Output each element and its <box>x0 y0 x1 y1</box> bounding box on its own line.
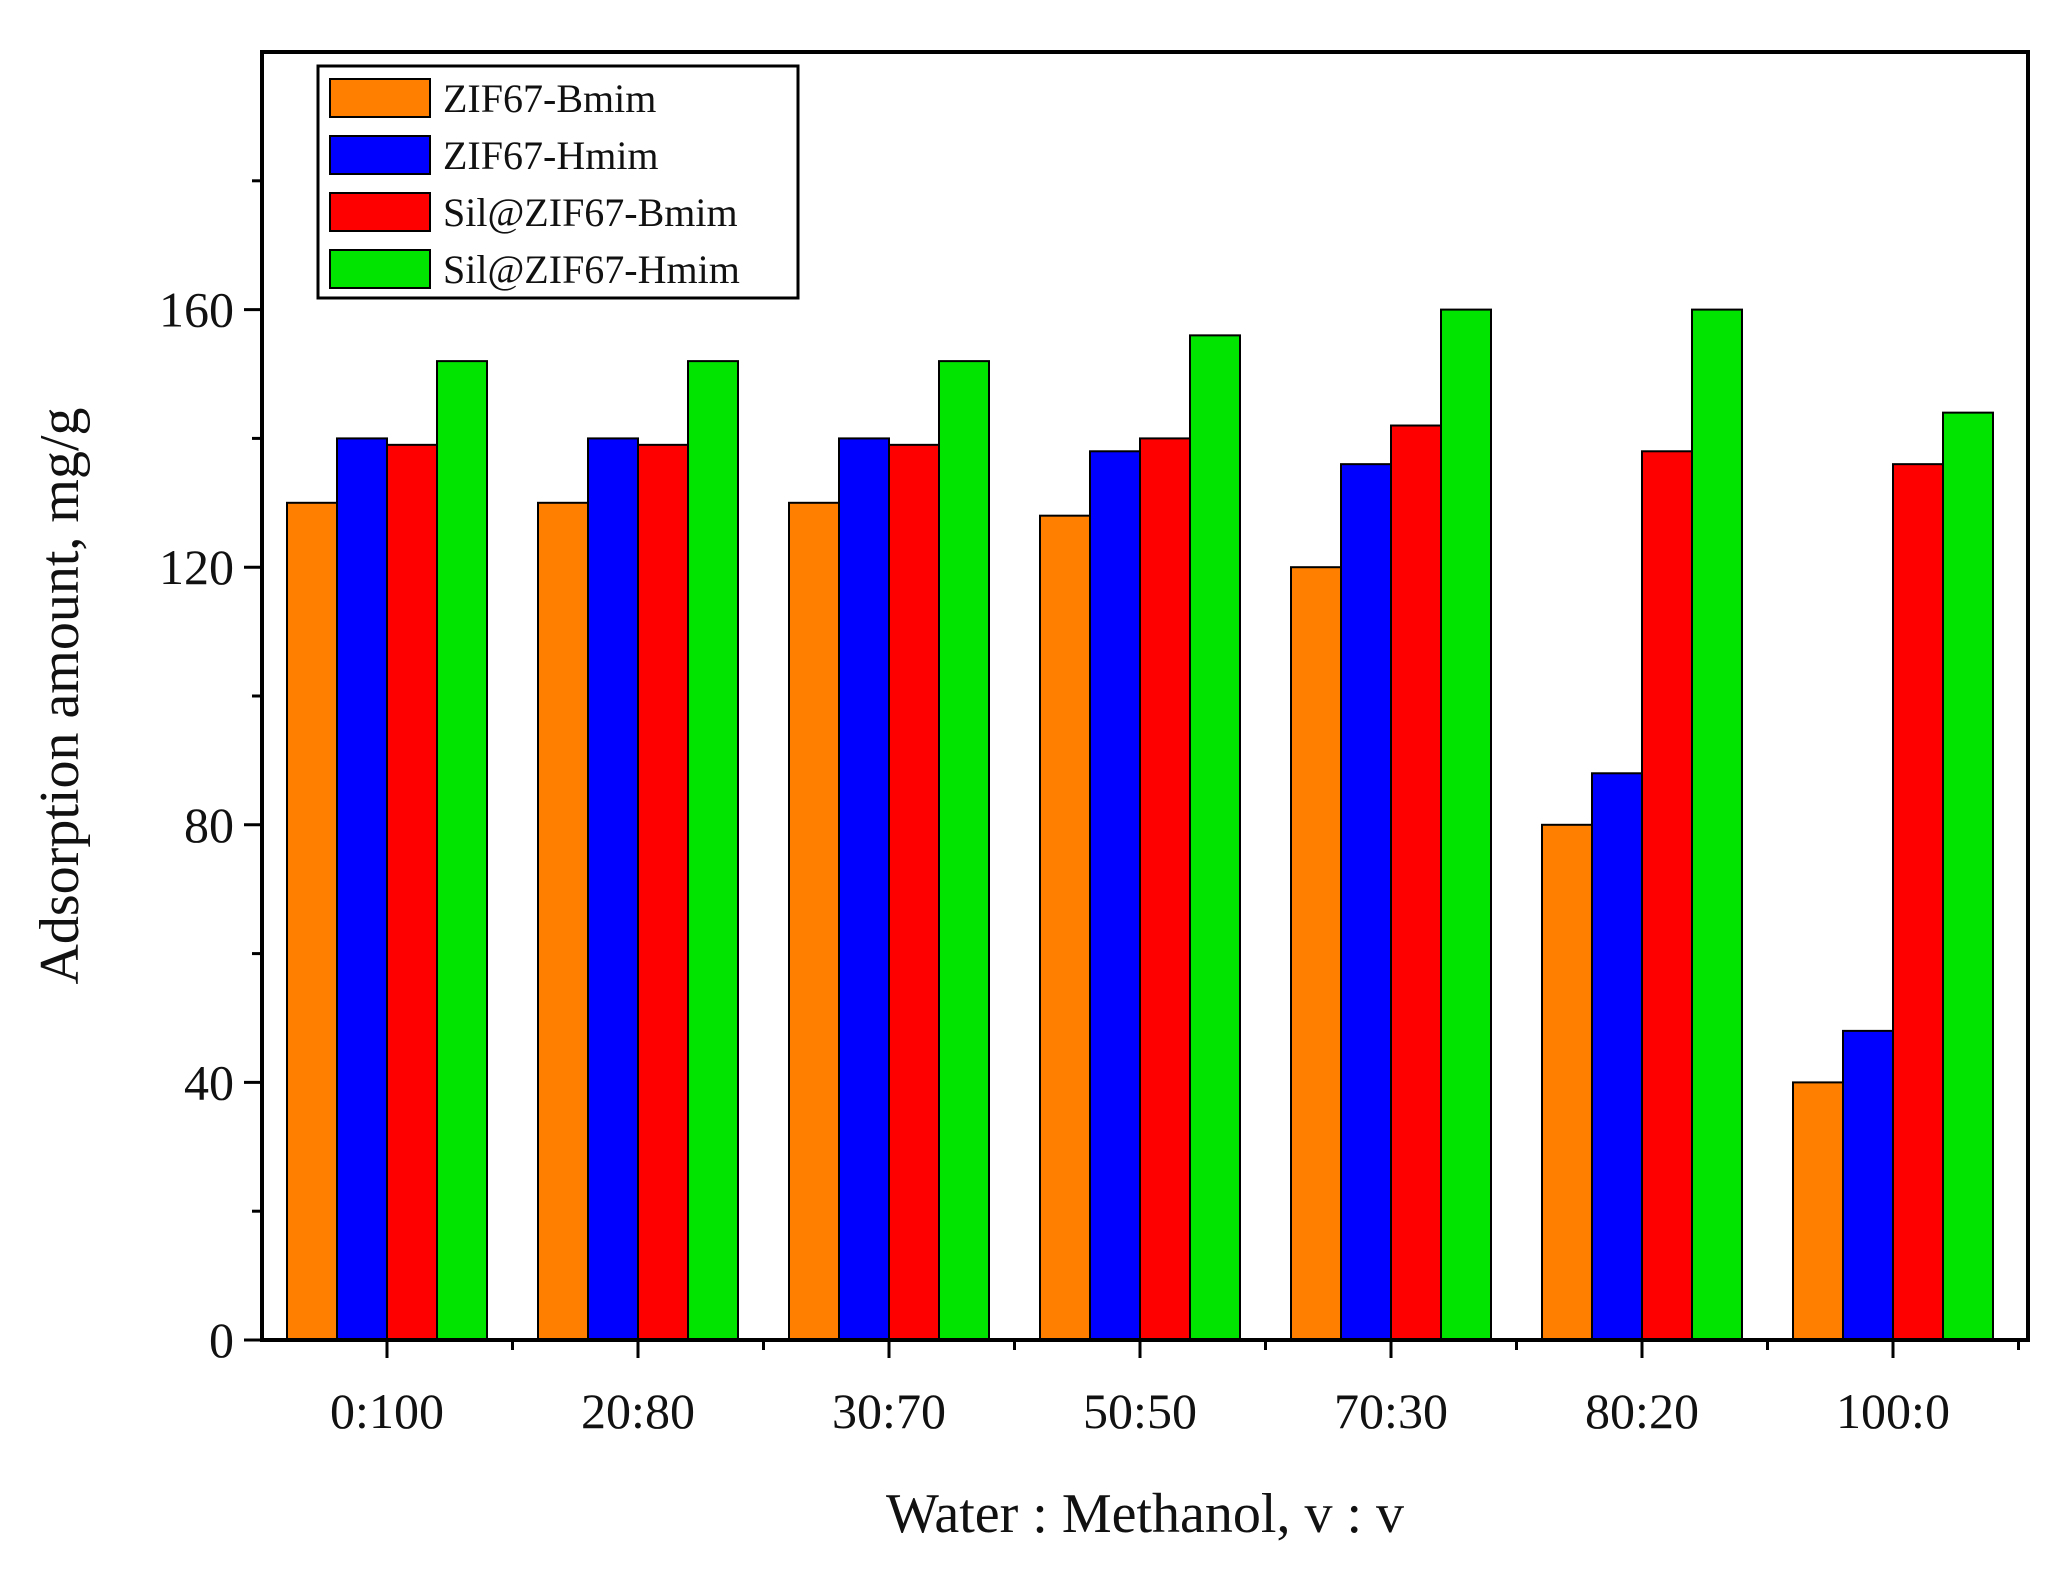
bar <box>1691 308 1743 1342</box>
y-axis: 0 40 80 120 160 <box>159 179 262 1368</box>
bar <box>637 443 689 1341</box>
bar <box>286 501 338 1341</box>
legend: ZIF67-Bmim ZIF67-Hmim Sil@ZIF67-Bmim Sil@ZI… <box>316 64 800 300</box>
legend-swatch <box>329 78 431 118</box>
bar <box>888 443 940 1341</box>
bar <box>386 443 438 1341</box>
y-tick-label: 0 <box>209 1312 234 1368</box>
y-tick-label: 80 <box>184 797 234 853</box>
bar <box>436 360 488 1341</box>
x-axis: 0:100 20:80 30:70 50:50 70:30 80:20 100:0 <box>330 1340 2020 1439</box>
legend-swatch <box>329 135 431 175</box>
x-axis-title: Water : Methanol, v : v <box>886 1483 1404 1545</box>
bar <box>1440 308 1492 1342</box>
bar <box>1792 1081 1844 1342</box>
x-tick-label: 100:0 <box>1836 1383 1950 1439</box>
x-tick-label: 80:20 <box>1585 1383 1699 1439</box>
bar <box>1591 772 1643 1341</box>
bar <box>1842 1029 1894 1341</box>
x-tick-label: 0:100 <box>330 1383 444 1439</box>
legend-label: Sil@ZIF67-Bmim <box>443 190 738 235</box>
bar <box>1390 424 1442 1341</box>
x-tick-label: 30:70 <box>832 1383 946 1439</box>
y-tick-label: 40 <box>184 1054 234 1110</box>
bar <box>788 501 840 1341</box>
bar <box>938 360 990 1341</box>
bar <box>1089 450 1141 1341</box>
bar <box>1942 411 1994 1341</box>
bar <box>336 437 388 1341</box>
bar <box>587 437 639 1341</box>
y-tick-label: 160 <box>159 282 234 338</box>
bar <box>1139 437 1191 1341</box>
y-tick-label: 120 <box>159 539 234 595</box>
x-tick-label: 70:30 <box>1334 1383 1448 1439</box>
bar <box>1541 823 1593 1341</box>
legend-label: Sil@ZIF67-Hmim <box>443 247 740 292</box>
bars-group <box>286 308 1994 1342</box>
legend-label: ZIF67-Bmim <box>443 76 656 121</box>
x-tick-label: 20:80 <box>581 1383 695 1439</box>
legend-label: ZIF67-Hmim <box>443 133 659 178</box>
bar <box>537 501 589 1341</box>
bar <box>1892 463 1944 1342</box>
y-axis-title: Adsorption amount, mg/g <box>29 407 91 984</box>
legend-swatch <box>329 249 431 289</box>
bar <box>1189 334 1241 1341</box>
legend-swatch <box>329 192 431 232</box>
bar <box>1290 566 1342 1341</box>
bar <box>838 437 890 1341</box>
bar <box>1039 514 1091 1341</box>
bar <box>1641 450 1693 1341</box>
x-tick-label: 50:50 <box>1083 1383 1197 1439</box>
bar <box>1340 463 1392 1342</box>
bar <box>687 360 739 1341</box>
